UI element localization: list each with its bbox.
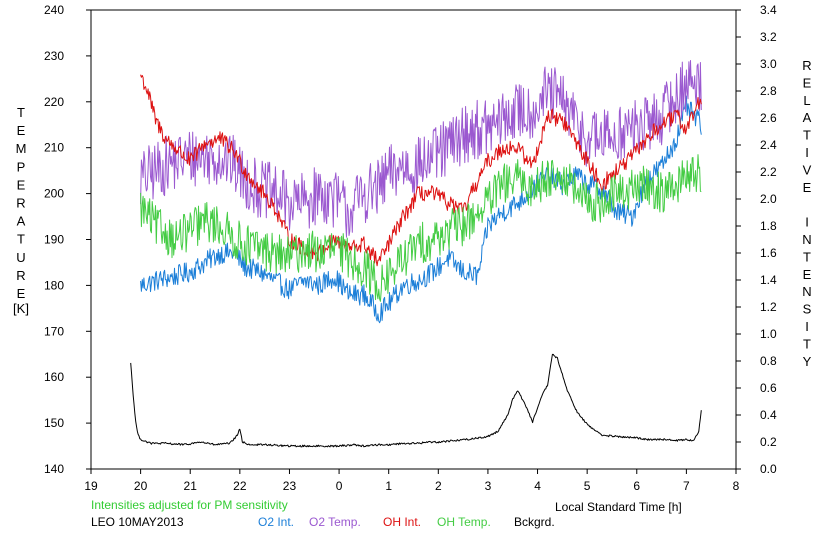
series-layer [130, 60, 702, 448]
x-tick-label: 6 [633, 479, 640, 493]
y-left-title-letter: E [17, 123, 26, 138]
y-right-tick-label: 0.2 [760, 435, 777, 449]
legend-oh-temp-label: OH Temp. [437, 515, 491, 529]
y-left-tick-label: 210 [44, 141, 64, 155]
y-right-tick-label: 0.8 [760, 354, 777, 368]
station-date-label: LEO 10MAY2013 [91, 515, 184, 529]
legend-o2-temp: O2 Temp. [309, 515, 361, 529]
x-tick-label: 8 [733, 479, 740, 493]
y-right-tick-label: 1.0 [760, 327, 777, 341]
y-left-tick-label: 230 [44, 49, 64, 63]
series-line-oh-int [140, 74, 702, 267]
x-tick-label: 5 [584, 479, 591, 493]
y-left-tick-label: 140 [44, 462, 64, 476]
y-left-title-letter: P [17, 159, 26, 174]
y-right-title-letter: R [802, 58, 811, 73]
y-right-tick-label: 3.2 [760, 30, 777, 44]
y-right-tick-label: 0.6 [760, 381, 777, 395]
y-left-title-letter: M [16, 141, 27, 156]
y-left-title-letter: E [17, 286, 26, 301]
y-right-tick-label: 3.0 [760, 57, 777, 71]
legend-oh-int-label: OH Int. [383, 515, 422, 529]
x-tick-label: 23 [283, 479, 297, 493]
y-right-tick-label: 2.0 [760, 192, 777, 206]
y-left-tick-label: 220 [44, 95, 64, 109]
x-tick-label: 4 [534, 479, 541, 493]
y-left-title-unit: [K] [13, 301, 29, 316]
x-tick-label: 2 [435, 479, 442, 493]
y-right-tick-label: 1.6 [760, 246, 777, 260]
y-left-title-letter: U [16, 250, 25, 265]
y-left-tick-label: 180 [44, 278, 64, 292]
axes-layer: 19 20 21 22 23 0 1 2 3 4 5 6 7 8140150160170180190200… [13, 3, 812, 493]
y-left-tick-label: 190 [44, 233, 64, 247]
legend-oh-int: OH Int. [383, 515, 421, 529]
y-right-tick-label: 1.4 [760, 273, 777, 287]
series-line-o2-temp [140, 60, 702, 238]
pm-sensitivity-note: Intensities adjusted for PM sensitivity [91, 498, 288, 512]
x-tick-label: 3 [485, 479, 492, 493]
x-tick-label: 21 [184, 479, 198, 493]
y-left-title-letter: R [16, 196, 25, 211]
x-axis-title: Local Standard Time [h] [555, 500, 682, 514]
legend-o2-temp-label: O2 Temp. [309, 515, 361, 529]
legend-o2-int-label: O2 Int. [258, 515, 295, 529]
x-tick-label: 1 [385, 479, 392, 493]
y-right-title-letter: I [805, 319, 809, 334]
x-tick-label: 22 [233, 479, 247, 493]
y-right-tick-label: 0.0 [760, 462, 777, 476]
series-line-o2-int [140, 95, 702, 324]
y-right-tick-label: 2.4 [760, 138, 777, 152]
x-tick-label: 7 [683, 479, 690, 493]
y-left-title-letter: T [17, 105, 25, 120]
legend-o2-int: O2 Int. [258, 515, 294, 529]
y-right-tick-label: 3.4 [760, 3, 777, 17]
y-left-tick-label: 240 [44, 3, 64, 17]
y-right-tick-label: 2.6 [760, 111, 777, 125]
legend-bckgrd: Bckgrd. [514, 515, 555, 529]
y-right-title-letter: Y [803, 354, 812, 369]
y-right-title-letter: N [802, 284, 811, 299]
y-right-title-letter: A [803, 110, 812, 125]
y-left-title-letter: E [17, 177, 26, 192]
y-left-tick-label: 170 [44, 324, 64, 338]
y-left-tick-label: 150 [44, 416, 64, 430]
y-left-title-letter: R [16, 268, 25, 283]
y-right-title-letter: N [802, 232, 811, 247]
y-right-title-letter: E [803, 267, 812, 282]
y-right-tick-label: 2.8 [760, 84, 777, 98]
x-tick-label: 0 [336, 479, 343, 493]
y-right-title-letter: E [803, 180, 812, 195]
legend-oh-temp: OH Temp. [437, 515, 491, 529]
x-tick-label: 20 [134, 479, 148, 493]
y-right-title-letter: T [803, 336, 811, 351]
y-right-title-letter: L [803, 93, 810, 108]
y-right-tick-label: 2.2 [760, 165, 777, 179]
series-line-oh-temp [140, 154, 702, 302]
y-right-title-letter: I [805, 215, 809, 230]
y-right-title-letter: I [805, 145, 809, 160]
y-right-title-letter: E [803, 75, 812, 90]
y-right-tick-label: 0.4 [760, 408, 777, 422]
legend-bckgrd-label: Bckgrd. [514, 515, 555, 529]
y-right-tick-label: 1.2 [760, 300, 777, 314]
y-right-tick-label: 1.8 [760, 219, 777, 233]
y-right-title-letter: S [803, 302, 812, 317]
y-left-title-letter: A [17, 214, 26, 229]
y-left-tick-label: 200 [44, 187, 64, 201]
x-tick-label: 19 [84, 479, 98, 493]
y-right-title-letter: V [803, 162, 812, 177]
y-left-title-letter: T [17, 232, 25, 247]
y-right-title-letter: T [803, 128, 811, 143]
series-line-bckgrd [130, 353, 702, 448]
y-left-tick-label: 160 [44, 370, 64, 384]
y-right-title-letter: T [803, 249, 811, 264]
